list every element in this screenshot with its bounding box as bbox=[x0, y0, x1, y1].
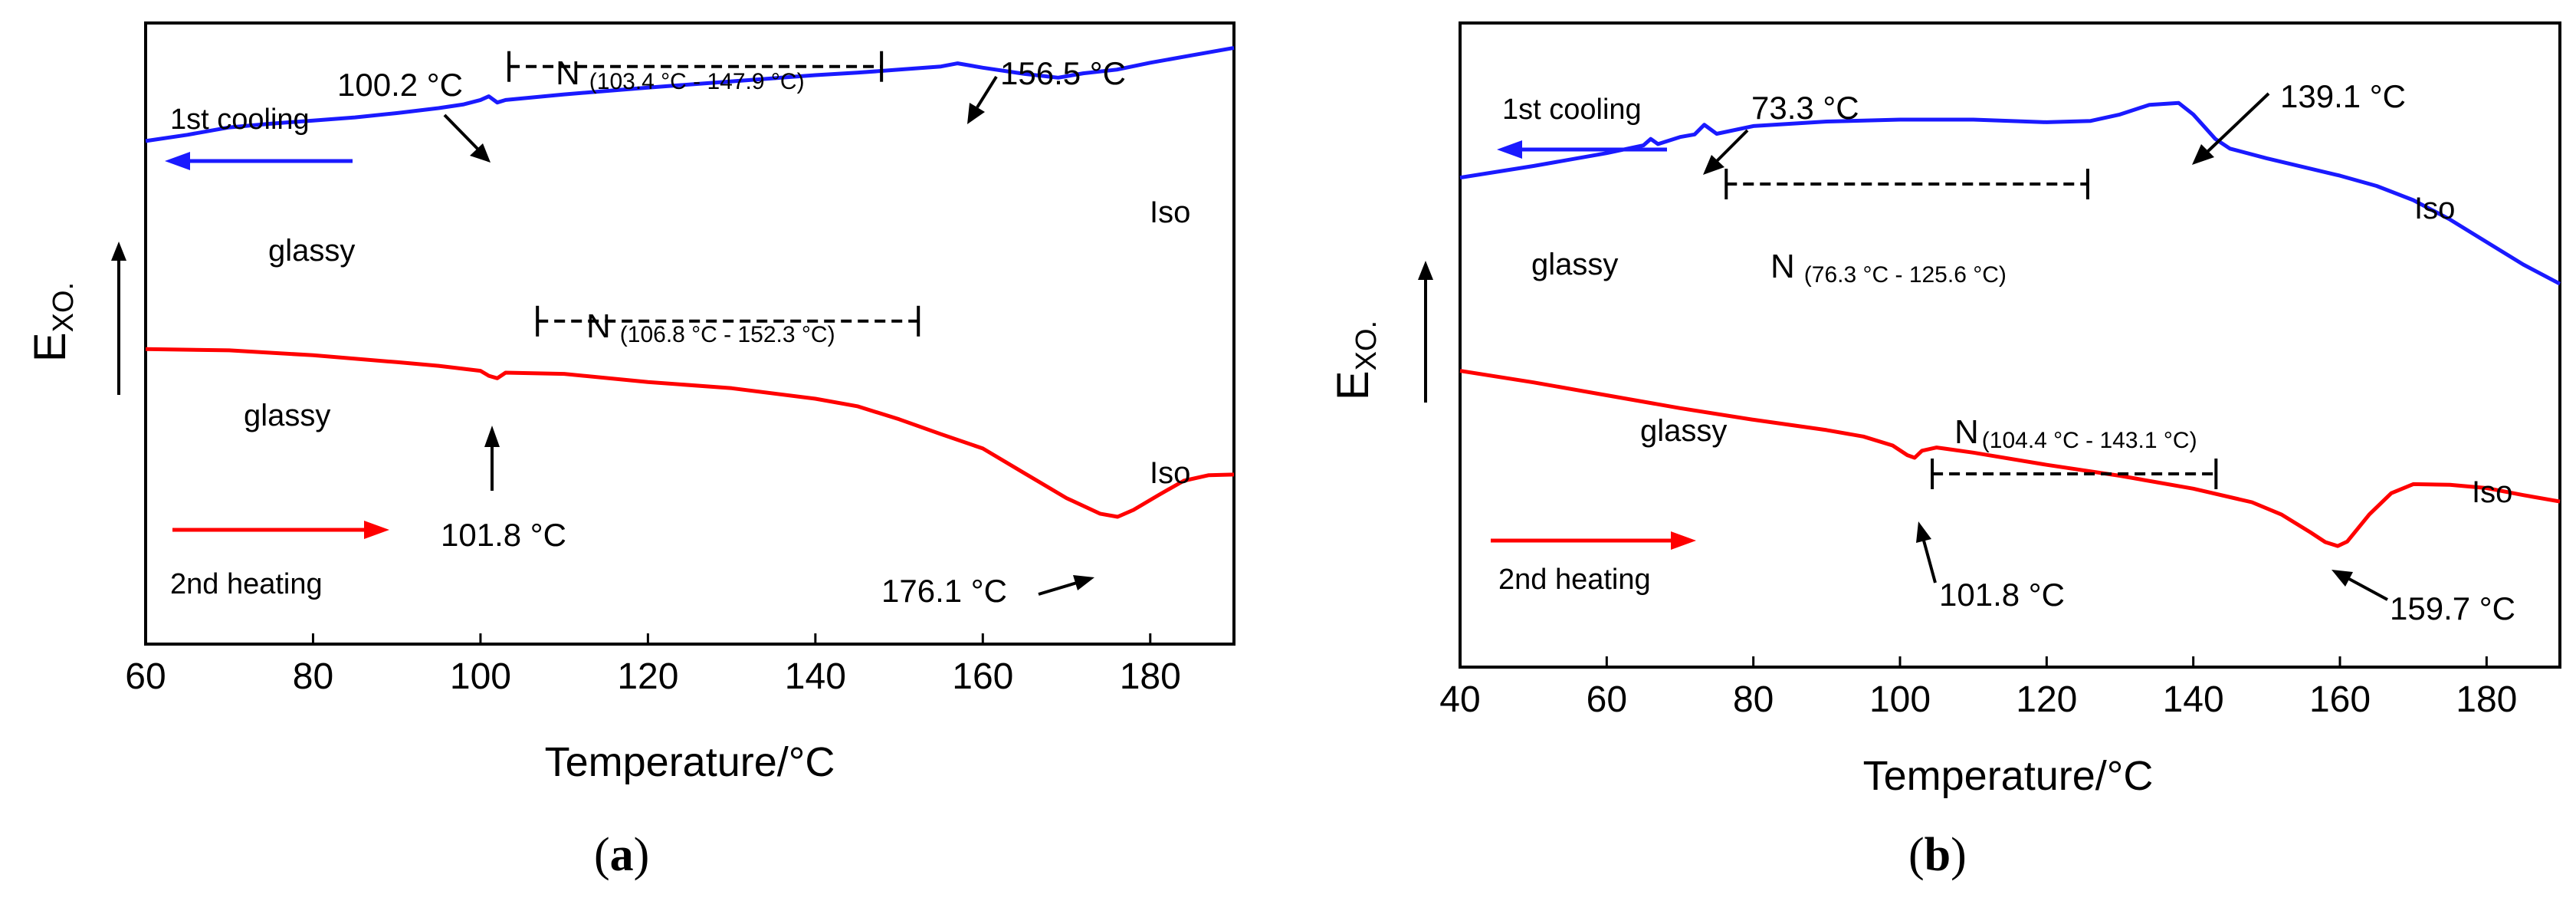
series-line-2nd-heating bbox=[145, 347, 1235, 519]
annotation-arrowhead-100-2 bbox=[470, 143, 491, 163]
chart-panel-b: 40 60 80 100 120 140 160 180 Temperature/°C EXO… bbox=[1328, 21, 2561, 799]
x-tick-label: 60 bbox=[1587, 679, 1627, 720]
nematic-label-cooling: N (103.4 °C - 147.9 °C) bbox=[556, 54, 805, 94]
phase-label-glassy-heating: glassy bbox=[244, 399, 330, 432]
annotation-101-8: 101.8 °C bbox=[441, 517, 566, 553]
annotation-159-7: 159.7 °C bbox=[2390, 590, 2515, 626]
legend-arrowhead-heating bbox=[1671, 531, 1696, 550]
legend-label-1st-cooling: 1st cooling bbox=[1502, 94, 1642, 126]
y-axis-arrowhead bbox=[111, 242, 126, 261]
nematic-label-cooling: N (76.3 °C - 125.6 °C) bbox=[1770, 248, 2007, 288]
annotation-156-5: 156.5 °C bbox=[1000, 55, 1126, 91]
panel-label-a: (a) bbox=[594, 829, 650, 881]
annotation-arrow-100-2 bbox=[443, 113, 481, 152]
x-tick-label: 180 bbox=[2456, 679, 2517, 720]
legend-arrowhead-cooling bbox=[165, 152, 190, 170]
nematic-label-heating: N (104.4 °C - 143.1 °C) bbox=[1954, 413, 2197, 453]
annotation-arrowhead-73-3 bbox=[1703, 155, 1724, 175]
series-lines bbox=[1459, 100, 2561, 548]
x-axis-ticks bbox=[1459, 656, 2488, 667]
annotation-73-3: 73.3 °C bbox=[1751, 90, 1859, 126]
phase-label-iso-cooling: Iso bbox=[2414, 192, 2455, 225]
annotation-arrow-73-3 bbox=[1715, 129, 1749, 163]
annotation-arrow-139-1 bbox=[2206, 92, 2270, 153]
legend-label-1st-cooling: 1st cooling bbox=[170, 104, 310, 136]
x-axis-ticks bbox=[144, 633, 1152, 644]
annotation-arrow-156-5 bbox=[976, 75, 998, 109]
nematic-range-bracket-cooling bbox=[507, 51, 884, 82]
annotation-arrowhead-176-1 bbox=[1073, 575, 1094, 590]
phase-label-glassy-cooling: glassy bbox=[268, 234, 355, 268]
legend-label-2nd-heating: 2nd heating bbox=[1498, 564, 1651, 596]
x-tick-label: 80 bbox=[293, 656, 333, 697]
x-tick-label: 180 bbox=[1120, 656, 1181, 697]
phase-label-glassy-heating: glassy bbox=[1640, 414, 1727, 448]
plot-frame bbox=[144, 21, 1235, 646]
x-axis-label: Temperature/°C bbox=[1863, 753, 2154, 799]
phase-label-iso-heating: Iso bbox=[2472, 475, 2512, 509]
x-tick-label: 100 bbox=[450, 656, 511, 697]
annotation-arrowhead-156-5 bbox=[967, 103, 985, 124]
nematic-range-bracket-heating bbox=[536, 305, 920, 337]
annotation-arrowhead-101-8 bbox=[1916, 521, 1931, 543]
legend-arrowhead-cooling bbox=[1497, 140, 1522, 159]
nematic-range-bracket-heating bbox=[1931, 459, 2218, 489]
x-tick-label: 60 bbox=[125, 656, 166, 697]
panel-label-b: (b) bbox=[1908, 829, 1967, 881]
x-axis-tick-labels: 40 60 80 100 120 140 160 180 bbox=[1439, 679, 2517, 720]
annotation-139-1: 139.1 °C bbox=[2280, 78, 2406, 114]
series-line-1st-cooling bbox=[1459, 100, 2561, 286]
x-tick-label: 120 bbox=[617, 656, 678, 697]
annotation-arrow-159-7 bbox=[2348, 577, 2388, 601]
x-tick-label: 120 bbox=[2016, 679, 2077, 720]
plot-frame bbox=[1459, 21, 2561, 669]
series-line-1st-cooling bbox=[145, 45, 1235, 143]
y-axis-label: EXO. bbox=[25, 282, 80, 362]
x-tick-label: 80 bbox=[1733, 679, 1774, 720]
phase-label-glassy-cooling: glassy bbox=[1531, 248, 1618, 281]
x-tick-label: 40 bbox=[1439, 679, 1480, 720]
x-tick-label: 100 bbox=[1869, 679, 1931, 720]
x-tick-label: 160 bbox=[2309, 679, 2371, 720]
nematic-label-heating: N (106.8 °C - 152.3 °C) bbox=[586, 307, 835, 347]
legend-arrowhead-heating bbox=[364, 521, 389, 539]
annotation-arrow-101-8 bbox=[1922, 540, 1937, 584]
phase-label-iso-cooling: Iso bbox=[1150, 196, 1190, 229]
nematic-range-bracket-cooling bbox=[1724, 169, 2089, 199]
x-tick-label: 160 bbox=[952, 656, 1013, 697]
series-lines bbox=[145, 45, 1235, 519]
annotation-176-1: 176.1 °C bbox=[881, 573, 1007, 609]
annotation-arrowhead-139-1 bbox=[2192, 144, 2214, 165]
annotation-arrowhead-101-8 bbox=[484, 426, 500, 447]
chart-panel-a: 60 80 100 120 140 160 180 Temperature/°C EXO. … bbox=[25, 21, 1235, 785]
y-axis-label: EXO. bbox=[1328, 321, 1383, 400]
series-line-2nd-heating bbox=[1459, 369, 2561, 548]
x-axis-tick-labels: 60 80 100 120 140 160 180 bbox=[125, 656, 1181, 697]
x-axis-label: Temperature/°C bbox=[545, 739, 835, 785]
phase-label-iso-heating: Iso bbox=[1150, 456, 1190, 490]
annotation-arrowhead-159-7 bbox=[2332, 570, 2353, 587]
annotation-101-8: 101.8 °C bbox=[1939, 577, 2065, 613]
x-tick-label: 140 bbox=[785, 656, 846, 697]
y-axis-arrowhead bbox=[1418, 261, 1433, 280]
x-tick-label: 140 bbox=[2163, 679, 2224, 720]
annotation-100-2: 100.2 °C bbox=[337, 67, 463, 103]
legend-label-2nd-heating: 2nd heating bbox=[170, 568, 323, 600]
annotation-arrow-176-1 bbox=[1038, 581, 1078, 596]
